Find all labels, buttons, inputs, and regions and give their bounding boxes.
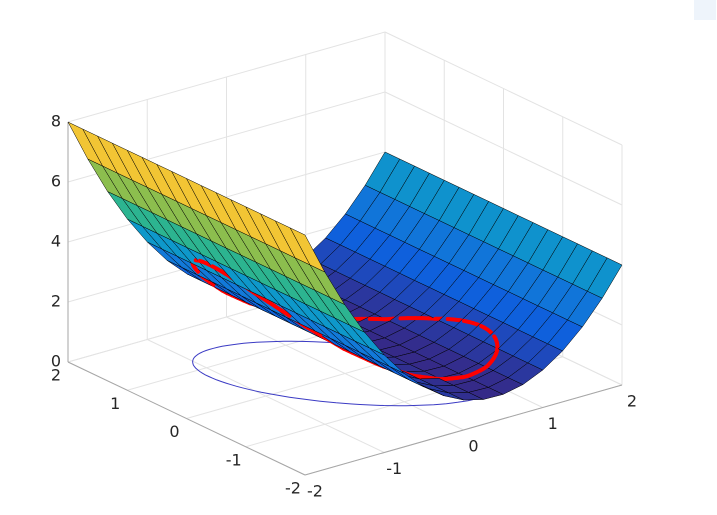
y-axis-line (67, 361, 306, 476)
y-tick-label: 0 (169, 422, 179, 441)
z-tick-label: 4 (51, 232, 61, 251)
z-tick-label: 8 (51, 112, 61, 131)
toolbar-button[interactable] (694, 0, 716, 20)
x-tick-label: 0 (468, 437, 478, 456)
surface-curve (489, 356, 496, 363)
surface-patch (289, 227, 326, 273)
x-tick-label: 1 (548, 414, 558, 433)
surface (67, 121, 623, 401)
x-tick-label: -2 (307, 482, 323, 501)
y-tick-label: 2 (51, 366, 61, 385)
z-tick-label: 6 (51, 172, 61, 191)
grid-line (384, 31, 623, 146)
x-tick-label: 2 (627, 392, 637, 411)
grid-line (67, 151, 386, 243)
x-tick-label: -1 (386, 459, 402, 478)
z-tick-label: 2 (51, 292, 61, 311)
y-tick-label: -1 (226, 450, 242, 469)
z-tick-label: 0 (51, 352, 61, 371)
grid-line (384, 91, 623, 206)
y-tick-label: -2 (285, 479, 301, 498)
surface-patch (587, 257, 623, 299)
y-tick-label: 1 (110, 394, 120, 413)
grid-line (67, 31, 386, 123)
x-axis-line (304, 384, 623, 476)
